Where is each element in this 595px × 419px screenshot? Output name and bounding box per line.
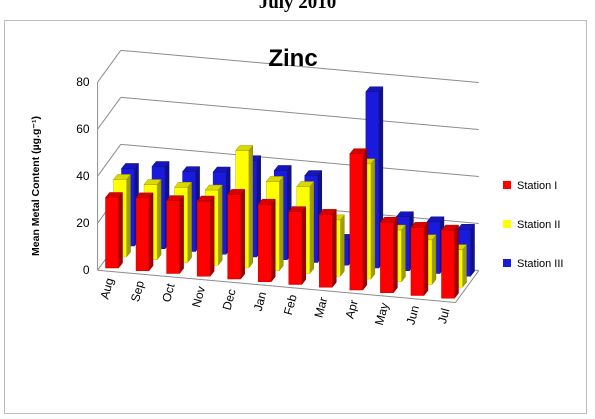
x-tick-label-jun: Jun [403, 304, 422, 326]
legend-label: Station I [517, 180, 557, 192]
gridline [120, 49, 479, 84]
bar-layer [104, 86, 476, 299]
x-tick-label-jan: Jan [251, 290, 270, 312]
bar-station-i-oct [166, 194, 185, 275]
legend-swatch [503, 259, 511, 267]
bar-station-i-apr [349, 147, 368, 291]
legend-swatch [503, 181, 511, 189]
y-tick-label: 60 [76, 122, 90, 136]
x-axis-line [97, 269, 456, 303]
gridline [120, 143, 479, 178]
page-header-text: July 2010 [258, 0, 337, 13]
bar-station-i-aug [104, 191, 124, 269]
bar-station-i-nov [196, 195, 215, 277]
bar-station-i-jan [257, 198, 276, 283]
gridline [120, 96, 479, 131]
side-gridline [97, 50, 122, 83]
floor-right-edge [455, 270, 480, 303]
x-tick-label-aug: Aug [97, 276, 116, 300]
bar-station-i-may [379, 216, 398, 294]
y-tick-label: 40 [76, 169, 90, 183]
x-tick-label-may: May [372, 301, 391, 327]
x-tick-label-nov: Nov [189, 285, 208, 309]
legend: Station I Station II Station III [503, 180, 563, 270]
bar-station-i-jul [440, 224, 460, 299]
legend-label: Station III [517, 258, 563, 270]
bar-station-i-feb [288, 205, 307, 286]
legend-swatch [503, 220, 511, 228]
x-tick-label-dec: Dec [220, 287, 239, 311]
side-gridline [97, 97, 122, 130]
x-tick-label-jul: Jul [435, 307, 452, 325]
x-tick-label-oct: Oct [159, 281, 178, 303]
x-tick-label-mar: Mar [311, 296, 330, 320]
y-tick-label: 20 [76, 216, 90, 230]
y-tick-label: 80 [76, 75, 90, 89]
side-gridline [97, 144, 122, 177]
bar-station-i-dec [227, 188, 246, 280]
y-tick-label: 0 [83, 263, 90, 277]
y-axis-label: Mean Metal Content (µg.g⁻¹) [30, 116, 42, 256]
bar-station-i-jun [410, 221, 429, 297]
chart-title: Zinc [268, 45, 317, 72]
x-tick-label-sep: Sep [128, 279, 147, 304]
legend-label: Station II [517, 219, 560, 231]
bar-station-i-mar [318, 208, 337, 288]
tick-layer: 0 20 40 60 80 Aug Sep Oct Nov Dec Jan Feb Mar Apr May J… [76, 75, 452, 326]
x-tick-label-apr: Apr [343, 298, 361, 320]
x-tick-label-feb: Feb [281, 293, 300, 317]
bar-station-i-sep [135, 192, 154, 272]
